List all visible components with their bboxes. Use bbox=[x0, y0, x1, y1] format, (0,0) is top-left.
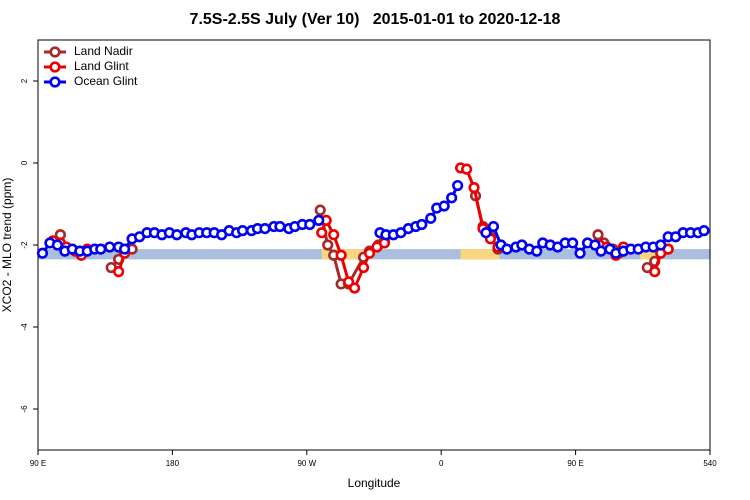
data-point bbox=[357, 261, 370, 274]
y-tick-label: -4 bbox=[20, 323, 29, 331]
x-tick-label: 540 bbox=[703, 459, 717, 468]
legend-marker bbox=[49, 46, 61, 58]
data-point bbox=[416, 218, 428, 231]
data-point bbox=[335, 249, 347, 261]
data-point bbox=[113, 266, 125, 278]
data-point bbox=[452, 179, 464, 192]
y-tick-label: -6 bbox=[20, 405, 29, 413]
x-tick-label: 180 bbox=[166, 459, 180, 468]
data-point bbox=[95, 243, 107, 255]
y-tick-label: -2 bbox=[20, 241, 29, 249]
data-point bbox=[119, 243, 131, 255]
data-point bbox=[592, 229, 604, 241]
data-point bbox=[487, 220, 500, 233]
data-point bbox=[304, 218, 316, 231]
legend-label: Ocean Glint bbox=[74, 74, 138, 88]
data-point bbox=[480, 227, 492, 239]
data-point bbox=[425, 212, 437, 224]
x-tick-label: 90 E bbox=[567, 459, 583, 468]
data-point bbox=[348, 282, 361, 294]
data-point bbox=[314, 204, 326, 216]
x-tick-label: 90 W bbox=[297, 459, 316, 468]
y-tick-label: 2 bbox=[20, 78, 29, 83]
data-point bbox=[274, 220, 286, 233]
legend-marker bbox=[49, 61, 61, 73]
data-point bbox=[446, 192, 458, 204]
data-point bbox=[595, 245, 607, 257]
data-point bbox=[460, 163, 473, 175]
data-point bbox=[468, 182, 480, 194]
y-axis-label: XCO2 - MLO trend (ppm) bbox=[0, 178, 14, 313]
data-point bbox=[104, 241, 116, 253]
data-point bbox=[531, 245, 543, 257]
data-point bbox=[567, 237, 579, 249]
legend-marker bbox=[49, 76, 61, 88]
x-axis-label: Longitude bbox=[348, 476, 401, 490]
data-point bbox=[649, 266, 661, 278]
data-point bbox=[322, 239, 334, 251]
data-point bbox=[171, 229, 183, 241]
x-tick-label: 0 bbox=[439, 459, 444, 468]
x-tick-label: 90 E bbox=[30, 459, 46, 468]
data-point bbox=[36, 247, 49, 259]
legend-label: Land Nadir bbox=[74, 44, 133, 58]
data-point bbox=[316, 227, 328, 239]
data-point bbox=[51, 239, 64, 251]
chart-title: 7.5S-2.5S July (Ver 10) 2015-01-01 to 20… bbox=[190, 11, 561, 28]
data-point bbox=[328, 229, 340, 241]
data-point bbox=[698, 225, 710, 237]
data-point bbox=[574, 247, 586, 259]
data-point bbox=[259, 223, 271, 235]
legend-label: Land Glint bbox=[74, 59, 129, 73]
y-tick-label: 0 bbox=[20, 160, 29, 165]
data-point bbox=[655, 239, 667, 251]
band-segment bbox=[639, 249, 661, 260]
data-point bbox=[363, 247, 376, 259]
band-segment bbox=[460, 249, 500, 260]
data-point bbox=[438, 200, 450, 212]
data-point bbox=[236, 225, 249, 237]
data-point bbox=[501, 243, 513, 255]
data-point bbox=[313, 214, 325, 226]
